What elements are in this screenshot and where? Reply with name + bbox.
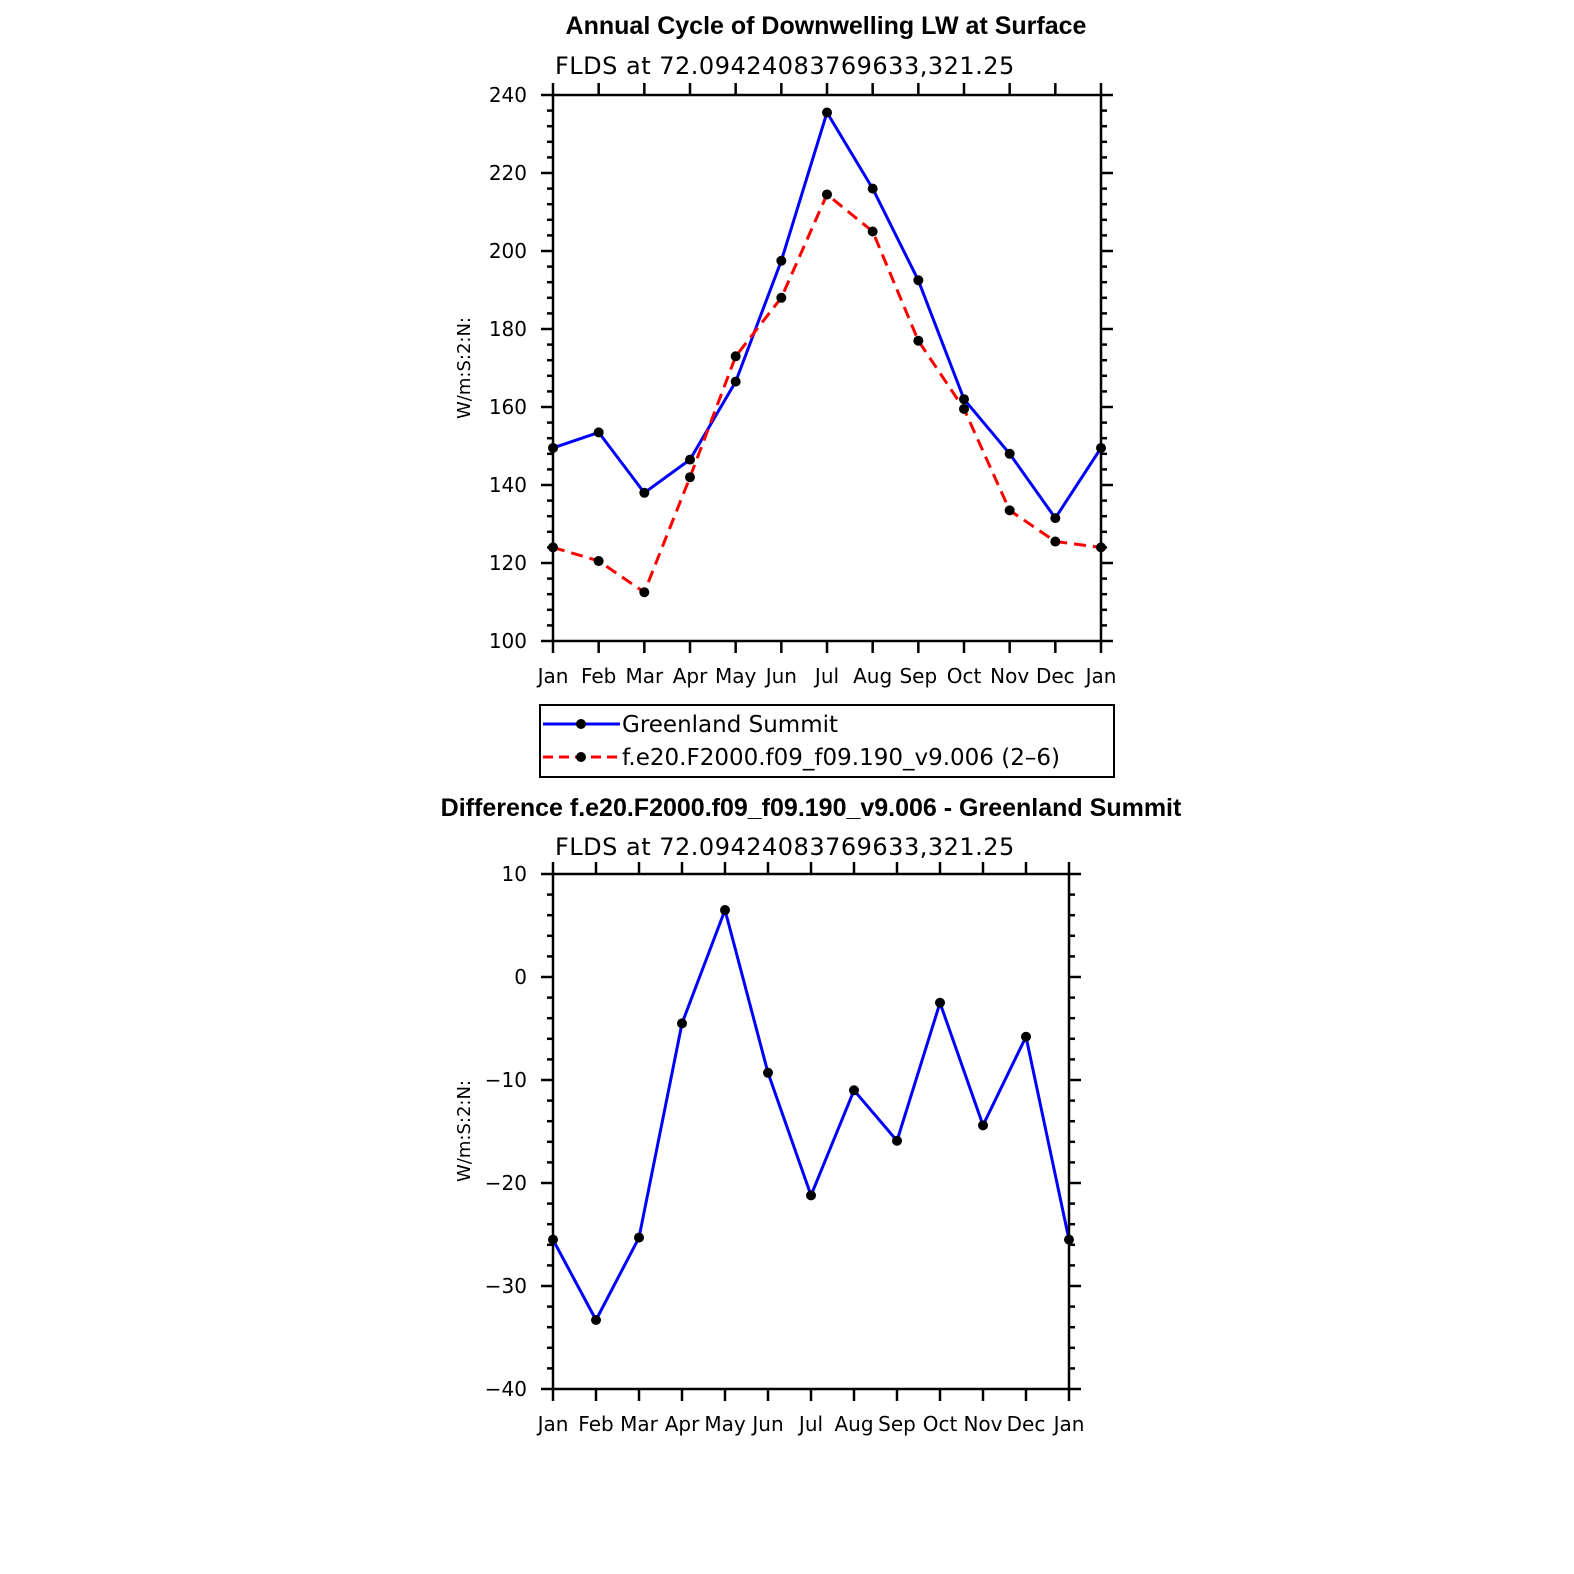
top-chart-subtitle: FLDS at 72.09424083769633,321.25 — [555, 52, 1015, 80]
x-tick-label: Jan — [536, 664, 569, 688]
y-tick-label: 180 — [489, 317, 527, 341]
data-point-series-0 — [634, 1232, 644, 1243]
x-tick-label: May — [715, 664, 757, 688]
data-point-series-1 — [1050, 536, 1061, 547]
x-tick-label: Jul — [813, 664, 839, 688]
y-tick-label: 220 — [489, 161, 527, 185]
x-tick-label: Jul — [797, 1412, 823, 1436]
data-point-series-0 — [591, 1314, 601, 1325]
x-tick-label: Aug — [834, 1412, 873, 1436]
data-point-series-0 — [1050, 513, 1061, 524]
x-tick-label: Feb — [581, 664, 616, 688]
series-line-1 — [552, 192, 1102, 594]
y-tick-label: −40 — [485, 1377, 527, 1401]
y-tick-label: 0 — [514, 965, 527, 989]
data-point-series-0 — [763, 1067, 773, 1078]
difference-panel: Difference f.e20.F2000.f09_f09.190_v9.00… — [441, 794, 1182, 1436]
series-line-0 — [552, 111, 1103, 520]
top-plot-frame — [551, 93, 1103, 643]
bottom-series-lines — [548, 905, 1074, 1325]
x-tick-label: Nov — [963, 1412, 1002, 1436]
data-point-series-0 — [720, 905, 730, 916]
bottom-chart-title: Difference f.e20.F2000.f09_f09.190_v9.00… — [441, 794, 1182, 822]
data-point-series-0 — [935, 997, 945, 1008]
top-series-lines — [548, 107, 1106, 598]
legend: Greenland Summit f.e20.F2000.f09_f09.190… — [539, 704, 1115, 778]
y-tick-label: 120 — [489, 551, 527, 575]
data-point-series-0 — [913, 275, 924, 286]
data-point-series-0 — [959, 394, 969, 405]
x-tick-label: Jan — [1052, 1412, 1085, 1436]
data-point-series-0 — [822, 107, 832, 118]
bottom-axis-ticks: Jan Feb Mar Apr May Jun Jul Aug Sep Oct Nov Dec Jan−… — [485, 862, 1085, 1436]
y-tick-label: 200 — [489, 239, 527, 263]
legend-label-model: f.e20.F2000.f09_f09.190_v9.006 (2–6) — [622, 745, 1060, 771]
y-tick-label: −30 — [485, 1274, 527, 1298]
data-point-series-1 — [913, 335, 924, 346]
data-point-series-0 — [978, 1120, 988, 1131]
x-tick-label: Sep — [899, 664, 937, 688]
data-point-series-1 — [685, 472, 695, 483]
x-tick-label: Jan — [1084, 664, 1117, 688]
x-tick-label: Nov — [990, 664, 1029, 688]
data-point-series-0 — [1004, 448, 1015, 459]
data-point-series-1 — [776, 292, 787, 303]
data-point-series-0 — [806, 1190, 816, 1201]
x-tick-label: Apr — [665, 1412, 700, 1436]
data-point-series-0 — [677, 1018, 687, 1029]
legend-box — [539, 704, 1115, 778]
legend-marker-greenland — [576, 719, 586, 729]
y-tick-label: 140 — [489, 473, 527, 497]
top-chart-title: Annual Cycle of Downwelling LW at Surfac… — [566, 12, 1087, 40]
top-axis-ticks: Jan Feb Mar Apr May Jun Jul Aug Sep Oct Nov Dec Jan 1… — [489, 83, 1117, 688]
data-point-series-0 — [685, 454, 695, 465]
series-line-0 — [551, 908, 1071, 1322]
x-tick-label: Oct — [923, 1412, 958, 1436]
y-tick-label: 240 — [489, 83, 527, 107]
annual-cycle-panel: Annual Cycle of Downwelling LW at Surfac… — [454, 12, 1117, 778]
data-point-series-1 — [730, 351, 741, 362]
bottom-y-axis-label: W/m:S:2:N: — [454, 1080, 475, 1182]
y-tick-label: 100 — [489, 629, 527, 653]
data-point-series-0 — [776, 255, 787, 266]
x-tick-label: Sep — [878, 1412, 916, 1436]
data-point-series-0 — [849, 1085, 859, 1096]
x-tick-label: Jan — [536, 1412, 569, 1436]
y-tick-label: −10 — [485, 1068, 527, 1092]
data-point-series-1 — [822, 189, 832, 200]
x-tick-label: Dec — [1036, 664, 1075, 688]
y-tick-label: −20 — [485, 1171, 527, 1195]
data-point-series-1 — [1004, 505, 1015, 516]
data-point-series-1 — [959, 403, 969, 414]
y-tick-label: 160 — [489, 395, 527, 419]
x-tick-label: Apr — [673, 664, 708, 688]
data-point-series-0 — [593, 427, 604, 438]
x-tick-label: Mar — [625, 664, 664, 688]
bottom-plot-frame — [551, 872, 1071, 1391]
data-point-series-0 — [892, 1135, 902, 1146]
x-tick-label: Jun — [764, 664, 797, 688]
top-y-axis-label: W/m:S:2:N: — [454, 317, 475, 419]
x-tick-label: Jun — [750, 1412, 783, 1436]
data-point-series-0 — [639, 487, 650, 498]
data-point-series-1 — [867, 226, 878, 237]
data-point-series-0 — [1021, 1031, 1031, 1042]
x-tick-label: Aug — [853, 664, 892, 688]
y-tick-label: 10 — [502, 862, 527, 886]
x-tick-label: May — [704, 1412, 746, 1436]
data-point-series-0 — [867, 183, 878, 194]
legend-marker-model — [576, 752, 586, 762]
legend-label-greenland: Greenland Summit — [622, 712, 838, 738]
x-tick-label: Feb — [578, 1412, 613, 1436]
x-tick-label: Mar — [620, 1412, 659, 1436]
data-point-series-1 — [639, 587, 650, 598]
data-point-series-1 — [593, 556, 604, 567]
x-tick-label: Oct — [947, 664, 982, 688]
x-tick-label: Dec — [1007, 1412, 1046, 1436]
data-point-series-0 — [730, 376, 741, 387]
bottom-chart-subtitle: FLDS at 72.09424083769633,321.25 — [555, 833, 1015, 861]
